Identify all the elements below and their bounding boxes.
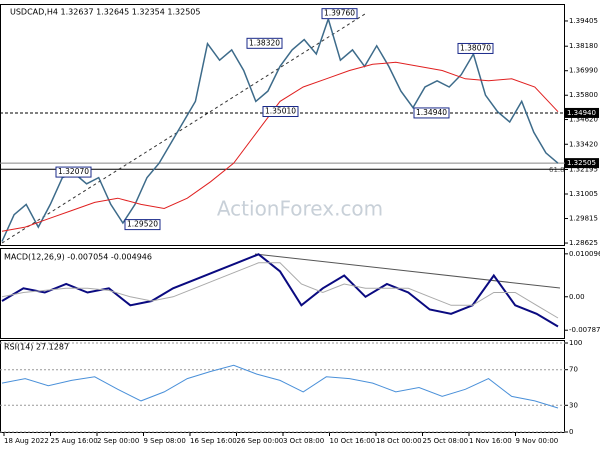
level-box [565, 107, 599, 118]
macd-trend-line [254, 253, 561, 289]
rsi-frame [0, 340, 565, 433]
y-tick-label: 1.35800 [569, 91, 598, 99]
annotation-box [55, 166, 92, 178]
y-tick-label: 0.00 [569, 293, 585, 301]
y-tick-label: 1.36990 [569, 67, 598, 75]
x-tick-label: 25 Aug 16:00 [51, 437, 98, 445]
x-tick-label: 3 Oct 08:00 [283, 437, 324, 445]
y-tick-label: 1.28625 [569, 239, 598, 247]
level-label: 1.32505 [567, 159, 596, 167]
y-tick-label: 1.31005 [569, 190, 598, 198]
x-tick-label: 9 Nov 00:00 [516, 437, 559, 445]
x-tick-label: 18 Oct 00:00 [376, 437, 422, 445]
y-tick-label: 1.34620 [569, 116, 598, 124]
y-tick-label: 1.33420 [569, 140, 598, 148]
annotation-label: 1.29520 [127, 220, 158, 229]
y-tick-label: 70 [569, 366, 578, 374]
annotation-label: 1.34940 [416, 108, 447, 117]
annotation-box [246, 37, 283, 49]
watermark: ActionForex.com [217, 197, 383, 221]
level-label: 1.34940 [567, 109, 596, 117]
y-tick-label: 30 [569, 401, 578, 409]
annotation-box [413, 107, 450, 119]
annotation-box [124, 219, 161, 231]
x-tick-label: 10 Oct 16:00 [330, 437, 376, 445]
price-line [1, 16, 559, 242]
signal-line [1, 262, 559, 319]
macd-label: MACD(12,26,9) -0.007054 -0.004946 [4, 253, 152, 262]
x-tick-label: 2 Sep 00:00 [97, 437, 139, 445]
y-tick-label: 100 [569, 339, 582, 347]
annotation-label: 1.38070 [460, 43, 491, 52]
y-tick-label: -0.00787 [569, 326, 600, 334]
y-tick-label: 1.38180 [569, 42, 598, 50]
macd-frame [0, 248, 565, 339]
annotation-label: 1.35010 [265, 107, 296, 116]
x-tick-label: 26 Sep 00:00 [237, 437, 284, 445]
annotation-box [262, 106, 299, 118]
annotation-label: 1.38320 [249, 38, 280, 47]
annotation-box [321, 8, 358, 20]
main-frame [0, 4, 565, 246]
annotation-label: 1.32070 [58, 167, 89, 176]
x-tick-label: 16 Sep 16:00 [190, 437, 237, 445]
y-tick-label: 1.39405 [569, 17, 598, 25]
y-tick-label: 0.010096 [569, 250, 600, 258]
annotation-label: 1.39760 [324, 9, 355, 18]
x-tick-label: 25 Oct 08:00 [423, 437, 469, 445]
macd-line [1, 253, 559, 328]
fib-label: 61.8 [549, 166, 565, 174]
moving-average [1, 61, 559, 232]
y-tick-label: 1.32195 [569, 165, 598, 173]
x-tick-label: 1 Nov 16:00 [469, 437, 512, 445]
level-box [565, 158, 599, 169]
rsi-label: RSI(14) 27.1287 [4, 343, 69, 352]
title: USDCAD,H4 1.32637 1.32645 1.32354 1.3250… [10, 8, 200, 17]
rsi-line [1, 364, 559, 409]
y-tick-label: 1.29815 [569, 215, 598, 223]
x-tick-label: 9 Sep 08:00 [144, 437, 186, 445]
x-tick-label: 18 Aug 2022 [4, 437, 49, 445]
y-tick-label: 0 [569, 428, 573, 436]
frames [0, 4, 565, 433]
annotation-box [457, 42, 494, 54]
